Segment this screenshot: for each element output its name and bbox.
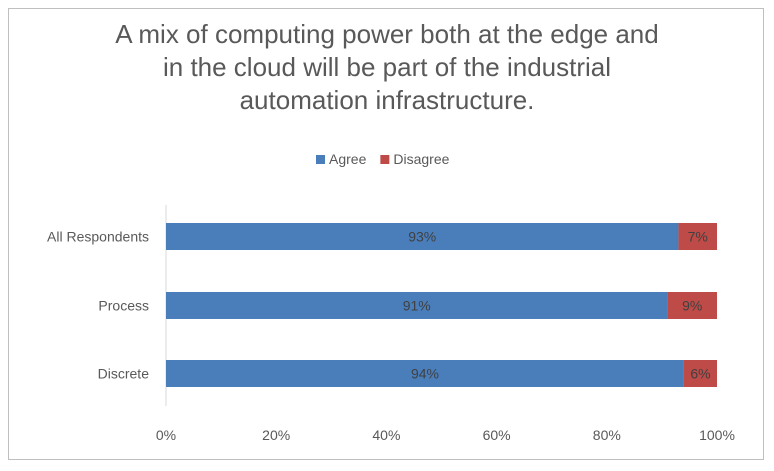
legend-label-disagree: Disagree	[393, 151, 449, 167]
bar-label-disagree-1: 9%	[682, 298, 702, 314]
bar-label-disagree-2: 6%	[690, 366, 710, 382]
bar-label-agree-0: 93%	[408, 229, 436, 245]
bar-label-agree-2: 94%	[411, 366, 439, 382]
bar-label-disagree-0: 7%	[688, 229, 708, 245]
category-label-1: Process	[98, 298, 149, 314]
bar-agree-2	[166, 360, 684, 387]
chart-title-line-2: in the cloud will be part of the industr…	[162, 52, 612, 82]
chart-title-line-3: automation infrastructure.	[239, 85, 535, 115]
category-label-0: All Respondents	[47, 229, 149, 245]
chart-title: A mix of computing power both at the edg…	[0, 18, 774, 117]
bar-disagree-2	[683, 360, 717, 387]
bar-agree-1	[166, 292, 668, 319]
x-tick-label-2: 40%	[372, 427, 400, 443]
bar-agree-0	[166, 223, 679, 250]
chart-title-line-1: A mix of computing power both at the edg…	[115, 19, 659, 49]
category-label-2: Discrete	[98, 366, 150, 382]
bar-disagree-0	[678, 223, 717, 250]
legend-swatch-disagree	[380, 155, 390, 164]
x-tick-label-4: 80%	[593, 427, 621, 443]
x-tick-label-1: 20%	[262, 427, 290, 443]
x-tick-label-5: 100%	[699, 427, 735, 443]
x-tick-label-0: 0%	[156, 427, 176, 443]
x-tick-label-3: 60%	[483, 427, 511, 443]
bar-label-agree-1: 91%	[403, 298, 431, 314]
bar-disagree-1	[667, 292, 717, 319]
legend-swatch-agree	[316, 155, 325, 164]
legend-label-agree: Agree	[329, 151, 367, 167]
